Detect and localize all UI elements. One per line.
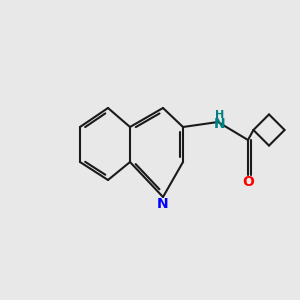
Text: H: H (215, 110, 224, 119)
Text: O: O (242, 175, 254, 189)
Text: N: N (214, 116, 225, 130)
Text: N: N (157, 196, 169, 211)
